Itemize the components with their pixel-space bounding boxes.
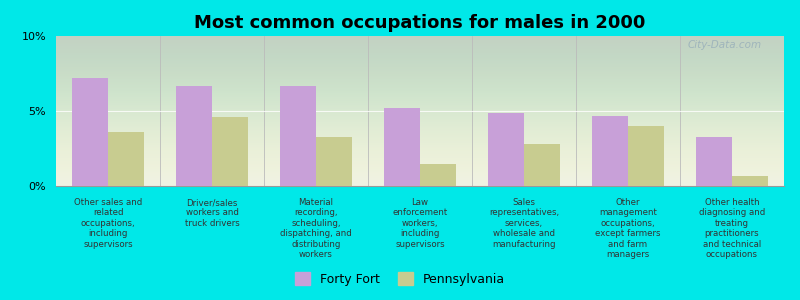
Title: Most common occupations for males in 2000: Most common occupations for males in 200… [194,14,646,32]
Text: City-Data.com: City-Data.com [688,40,762,50]
Bar [732,176,768,186]
Bar [176,85,212,186]
Bar [420,164,456,186]
Bar [592,116,628,186]
Text: Other
management
occupations,
except farmers
and farm
managers: Other management occupations, except far… [595,198,661,259]
Bar [280,85,316,186]
Text: Other sales and
related
occupations,
including
supervisors: Other sales and related occupations, inc… [74,198,142,249]
Bar [212,117,248,186]
Text: Other health
diagnosing and
treating
practitioners
and technical
occupations: Other health diagnosing and treating pra… [699,198,765,259]
Bar [488,112,524,186]
Text: Driver/sales
workers and
truck drivers: Driver/sales workers and truck drivers [185,198,239,228]
Text: Law
enforcement
workers,
including
supervisors: Law enforcement workers, including super… [392,198,448,249]
Text: Material
recording,
scheduling,
dispatching, and
distributing
workers: Material recording, scheduling, dispatch… [280,198,352,259]
Bar [696,136,732,186]
Bar [524,144,560,186]
Bar [384,108,420,186]
Bar [108,132,145,186]
Text: Sales
representatives,
services,
wholesale and
manufacturing: Sales representatives, services, wholesa… [489,198,559,249]
Bar [72,78,108,186]
Bar [628,126,664,186]
Bar [316,136,352,186]
Legend: Forty Fort, Pennsylvania: Forty Fort, Pennsylvania [290,267,510,291]
